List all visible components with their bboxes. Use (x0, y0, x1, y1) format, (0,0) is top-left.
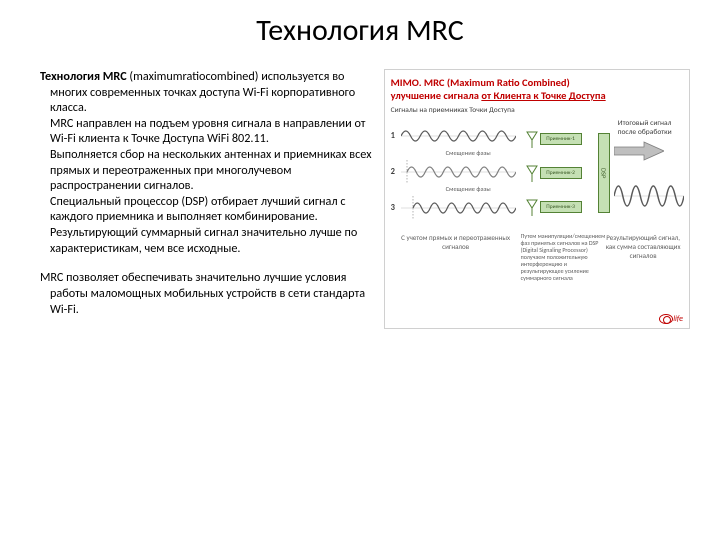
antenna-icon (526, 164, 538, 182)
bottom-captions: С учетом прямых и переотраженных сигнало… (391, 233, 683, 281)
caption-right: Результирующий сигнал, как сумма составл… (606, 233, 681, 281)
wave-2 (401, 157, 516, 187)
diagram-title: MIMO. MRC (Maximum Ratio Combined) улучш… (391, 76, 683, 102)
caption-mid: Путем манипуляции/смещением фаз принятых… (521, 233, 606, 281)
logo: life (659, 314, 683, 324)
output-label: Итоговый сигнал после обработки (614, 119, 676, 137)
wave-3 (401, 193, 516, 223)
wave-num-2: 2 (391, 167, 401, 177)
wave-num-3: 3 (391, 203, 401, 213)
wave-num-1: 1 (391, 131, 401, 141)
receiver-1: Приемник-1 (526, 125, 596, 153)
logo-icon (659, 314, 673, 324)
dsp-box: DSP (598, 133, 610, 213)
wave-1 (401, 121, 516, 151)
logo-text: life (673, 314, 683, 324)
caption-left: С учетом прямых и переотраженных сигнало… (391, 233, 521, 281)
paragraph-1: Технология MRC (maximumratiocombined) ис… (40, 69, 376, 256)
lead-rest: (maximumratiocombined) используется во м… (50, 69, 372, 256)
slide-title: Технология MRC (30, 12, 690, 49)
lead-bold: Технология MRC (40, 69, 127, 84)
mimo-line1: MIMO. MRC (Maximum Ratio Combined) (391, 76, 570, 89)
body-text: Технология MRC (maximumratiocombined) ис… (30, 69, 376, 331)
mimo-line2a: улучшение сигнала (391, 89, 482, 102)
output-wave (614, 166, 684, 226)
receiver-box-3: Приемник-3 (540, 201, 582, 213)
paragraph-2: MRC позволяет обеспечивать значительно л… (40, 270, 376, 317)
slide: Технология MRC Технология MRC (maximumra… (0, 0, 720, 540)
wave-row-2: 2 (391, 155, 526, 189)
receiver-3: Приемник-3 (526, 193, 596, 221)
diagram-column: MIMO. MRC (Maximum Ratio Combined) улучш… (384, 69, 690, 331)
waves-area: 1 Смещение фазы 2 (391, 119, 683, 229)
antenna-icon (526, 130, 538, 148)
input-waves: 1 Смещение фазы 2 (391, 119, 526, 229)
wave-row-3: 3 (391, 191, 526, 225)
receiver-box-1: Приемник-1 (540, 133, 582, 145)
signals-caption: Сигналы на приемниках Точки Доступа (391, 106, 683, 115)
receiver-box-2: Приемник-2 (540, 167, 582, 179)
wave-row-1: 1 (391, 119, 526, 153)
receiver-2: Приемник-2 (526, 159, 596, 187)
arrow-icon (614, 141, 664, 161)
mimo-line2b: от Клиента к Точке Доступа (481, 89, 605, 102)
antenna-icon (526, 198, 538, 216)
receivers-column: Приемник-1 Приемник-2 (526, 119, 596, 229)
mrc-diagram: MIMO. MRC (Maximum Ratio Combined) улучш… (384, 69, 690, 329)
content-row: Технология MRC (maximumratiocombined) ис… (30, 69, 690, 331)
